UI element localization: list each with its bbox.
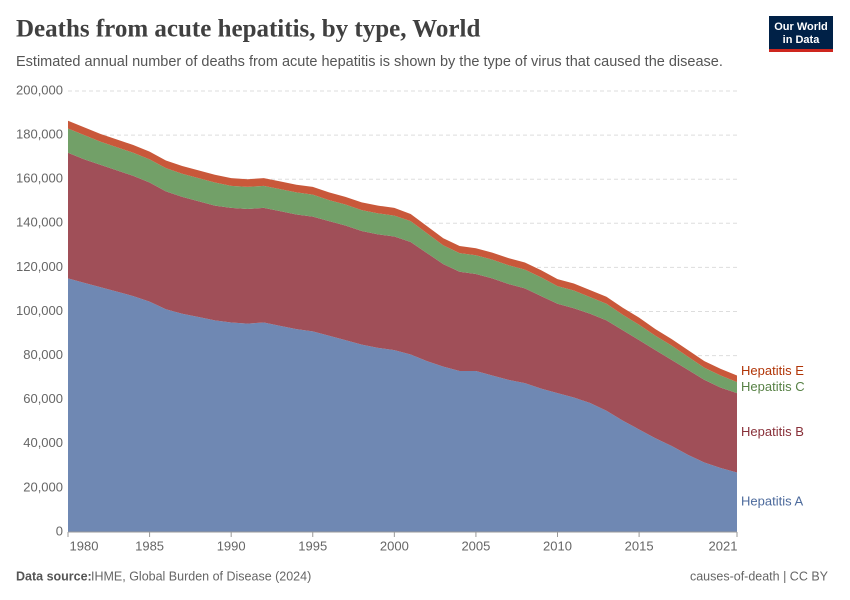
source-label: Data source: xyxy=(16,569,92,583)
y-tick-label: 120,000 xyxy=(16,259,63,274)
x-tick-label: 2000 xyxy=(380,538,409,553)
y-tick-label: 200,000 xyxy=(16,82,63,97)
legend-label: Hepatitis C xyxy=(741,379,805,394)
y-tick-label: 0 xyxy=(56,523,63,538)
logo-stripe xyxy=(769,49,833,52)
y-tick-label: 40,000 xyxy=(23,435,63,450)
logo-text: Our World xyxy=(774,21,828,33)
area xyxy=(68,278,737,532)
x-tick-label: 2015 xyxy=(625,538,654,553)
y-tick-label: 180,000 xyxy=(16,127,63,142)
footer-right[interactable]: causes-of-death | CC BY xyxy=(690,569,829,583)
chart-subtitle: Estimated annual number of deaths from a… xyxy=(16,54,723,70)
chart-title: Deaths from acute hepatitis, by type, Wo… xyxy=(16,16,480,43)
logo-text: in Data xyxy=(783,34,821,46)
y-tick-label: 20,000 xyxy=(23,479,63,494)
x-tick-label: 1990 xyxy=(217,538,246,553)
legend-label: Hepatitis B xyxy=(741,424,804,439)
x-tick-label: 2021 xyxy=(709,538,738,553)
logo-box xyxy=(769,16,833,52)
x-tick-label: 1995 xyxy=(298,538,327,553)
x-tick-label: 1980 xyxy=(70,538,99,553)
x-tick-label: 1985 xyxy=(135,538,164,553)
area xyxy=(68,120,737,383)
source: IHME, Global Burden of Disease (2024) xyxy=(91,569,311,583)
x-tick-label: 2005 xyxy=(461,538,490,553)
logo[interactable]: Our World in Data xyxy=(769,16,833,52)
y-tick-label: 140,000 xyxy=(16,215,63,230)
area xyxy=(68,128,737,394)
area xyxy=(68,152,737,473)
legend-label: Hepatitis E xyxy=(741,363,804,378)
y-tick-label: 60,000 xyxy=(23,391,63,406)
y-tick-label: 100,000 xyxy=(16,303,63,318)
x-tick-label: 2010 xyxy=(543,538,572,553)
legend-label: Hepatitis A xyxy=(741,494,803,509)
y-tick-label: 160,000 xyxy=(16,171,63,186)
y-tick-label: 80,000 xyxy=(23,347,63,362)
